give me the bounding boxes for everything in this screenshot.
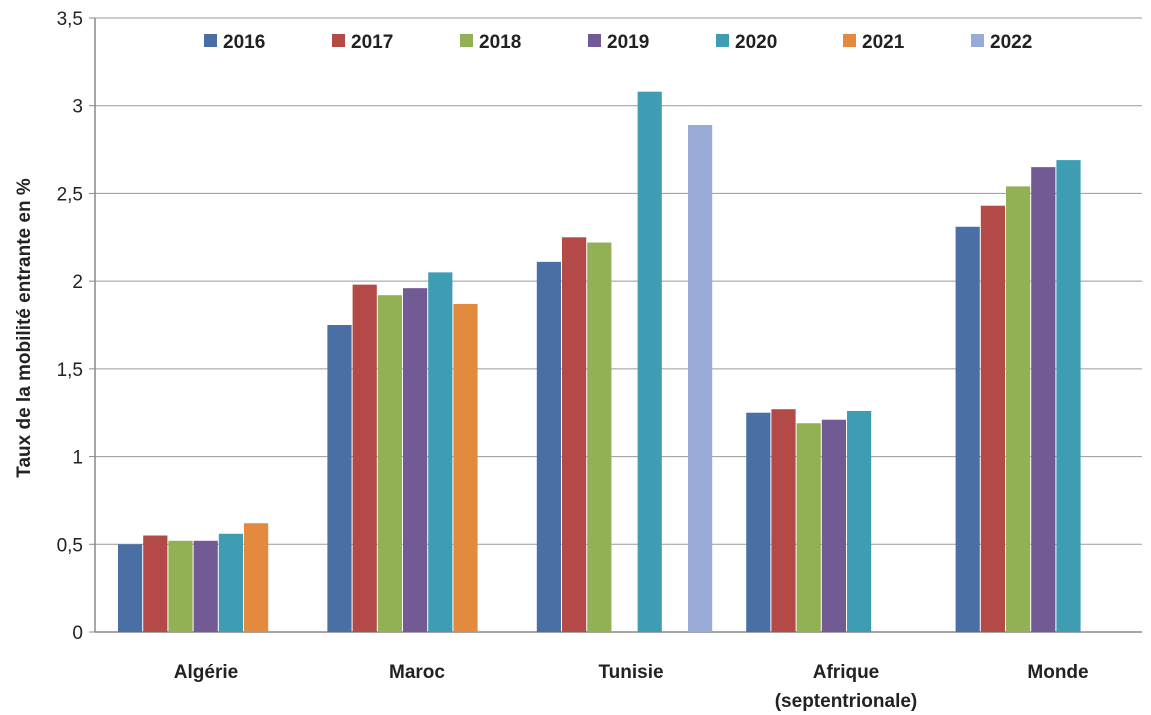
bar-2017 [143,535,168,632]
bar-2016 [118,544,143,632]
x-axis-categories: Algérie Maroc Tunisie Afrique (septentrional… [174,662,1089,712]
bar-2019 [821,419,846,632]
legend-label-2016: 2016 [223,32,265,53]
bar-2021 [453,303,478,632]
bar-2019 [1031,167,1056,632]
legend-swatch-2020 [716,34,729,47]
bar-2016 [955,226,980,632]
legend-label-2017: 2017 [351,32,393,53]
legend-swatch-2019 [588,34,601,47]
y-tick-label: 1 [72,448,83,469]
bar-2018 [587,242,612,632]
legend-label-2022: 2022 [990,32,1032,53]
bar-2019 [193,540,218,632]
bar-2018 [796,423,821,632]
y-tick-label: 3,5 [57,9,83,30]
legend-label-2018: 2018 [479,32,521,53]
y-tick-label: 2,5 [57,184,83,205]
legend-label-2019: 2019 [607,32,649,53]
bar-2021 [244,523,269,632]
bar-2020 [847,410,872,632]
bar-2020 [1056,160,1081,632]
x-category-label: (septentrionale) [775,691,918,712]
bar-2016 [746,412,771,632]
legend-swatch-2016 [204,34,217,47]
x-category-label: Maroc [389,662,445,683]
x-category-label: Monde [1027,662,1088,683]
y-axis-label: Taux de la mobilité entrante en % [14,178,35,478]
y-tick-label: 2 [72,272,83,293]
legend-label-2021: 2021 [862,32,905,53]
bar-2020 [428,272,453,632]
bar-2016 [536,261,561,632]
y-tick-label: 0,5 [57,535,83,556]
bar-2020 [218,533,243,632]
bar-2018 [168,540,193,632]
bar-2017 [771,409,796,632]
bar-2018 [1006,186,1031,632]
legend-swatch-2021 [843,34,856,47]
bar-2020 [637,91,662,633]
x-category-label: Algérie [174,662,238,683]
y-axis-ticks: 0 0,5 1 1,5 2 2,5 3 3,5 [57,9,83,644]
legend-label-2020: 2020 [735,32,777,53]
legend-swatch-2017 [332,34,345,47]
gridlines [89,17,1142,633]
bar-2017 [980,205,1005,633]
legend-swatch-2022 [971,34,984,47]
bar-2017 [352,284,377,632]
y-tick-label: 0 [72,623,83,644]
x-category-label: Afrique [813,662,880,683]
x-category-label: Tunisie [598,662,663,683]
y-tick-label: 1,5 [57,360,83,381]
bars [118,91,1081,633]
legend: 2016 2017 2018 2019 2020 2021 2022 [204,32,1032,53]
bar-2022 [688,125,713,633]
bar-2017 [562,237,587,633]
legend-swatch-2018 [460,34,473,47]
y-tick-label: 3 [72,97,83,118]
bar-2018 [377,295,402,632]
bar-2016 [327,325,352,632]
bar-2019 [403,288,428,632]
